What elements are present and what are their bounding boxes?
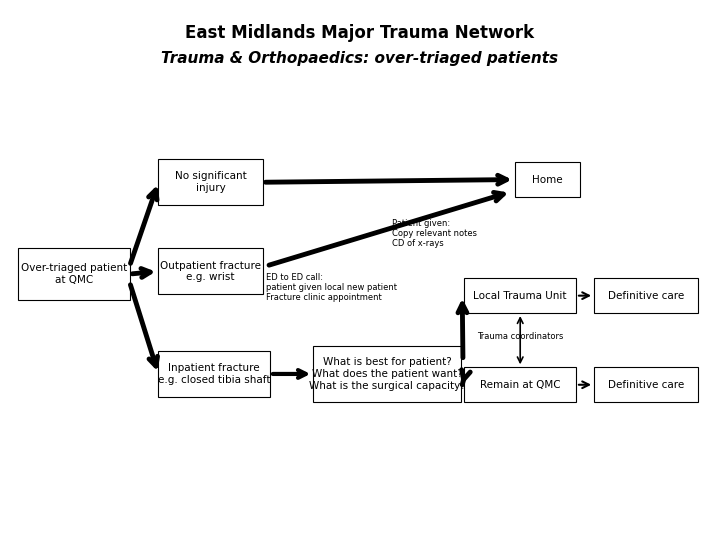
FancyBboxPatch shape [158, 159, 263, 205]
Text: Patient given:
Copy relevant notes
CD of x-rays: Patient given: Copy relevant notes CD of… [392, 219, 477, 248]
Text: East Midlands Major Trauma Network: East Midlands Major Trauma Network [186, 24, 534, 42]
Text: Trauma coordinators: Trauma coordinators [477, 332, 563, 341]
FancyBboxPatch shape [313, 346, 461, 402]
FancyBboxPatch shape [594, 278, 698, 313]
Text: Local Trauma Unit: Local Trauma Unit [474, 291, 567, 301]
FancyBboxPatch shape [18, 248, 130, 300]
Text: No significant
injury: No significant injury [175, 172, 246, 193]
Text: Remain at QMC: Remain at QMC [480, 380, 560, 390]
Text: Trauma & Orthopaedics: over-triaged patients: Trauma & Orthopaedics: over-triaged pati… [161, 51, 559, 66]
FancyBboxPatch shape [515, 162, 580, 197]
FancyBboxPatch shape [594, 367, 698, 402]
Text: Home: Home [532, 174, 562, 185]
Text: Inpatient fracture
e.g. closed tibia shaft: Inpatient fracture e.g. closed tibia sha… [158, 363, 271, 384]
Text: ED to ED call:
patient given local new patient
Fracture clinic appointment: ED to ED call: patient given local new p… [266, 273, 397, 302]
Text: Outpatient fracture
e.g. wrist: Outpatient fracture e.g. wrist [160, 261, 261, 282]
Text: Over-triaged patient
at QMC: Over-triaged patient at QMC [21, 263, 127, 285]
Text: Definitive care: Definitive care [608, 291, 684, 301]
FancyBboxPatch shape [158, 351, 270, 397]
Text: Definitive care: Definitive care [608, 380, 684, 390]
FancyBboxPatch shape [464, 278, 576, 313]
FancyBboxPatch shape [464, 367, 576, 402]
Text: What is best for patient?
What does the patient want?
What is the surgical capac: What is best for patient? What does the … [309, 357, 465, 390]
FancyBboxPatch shape [158, 248, 263, 294]
